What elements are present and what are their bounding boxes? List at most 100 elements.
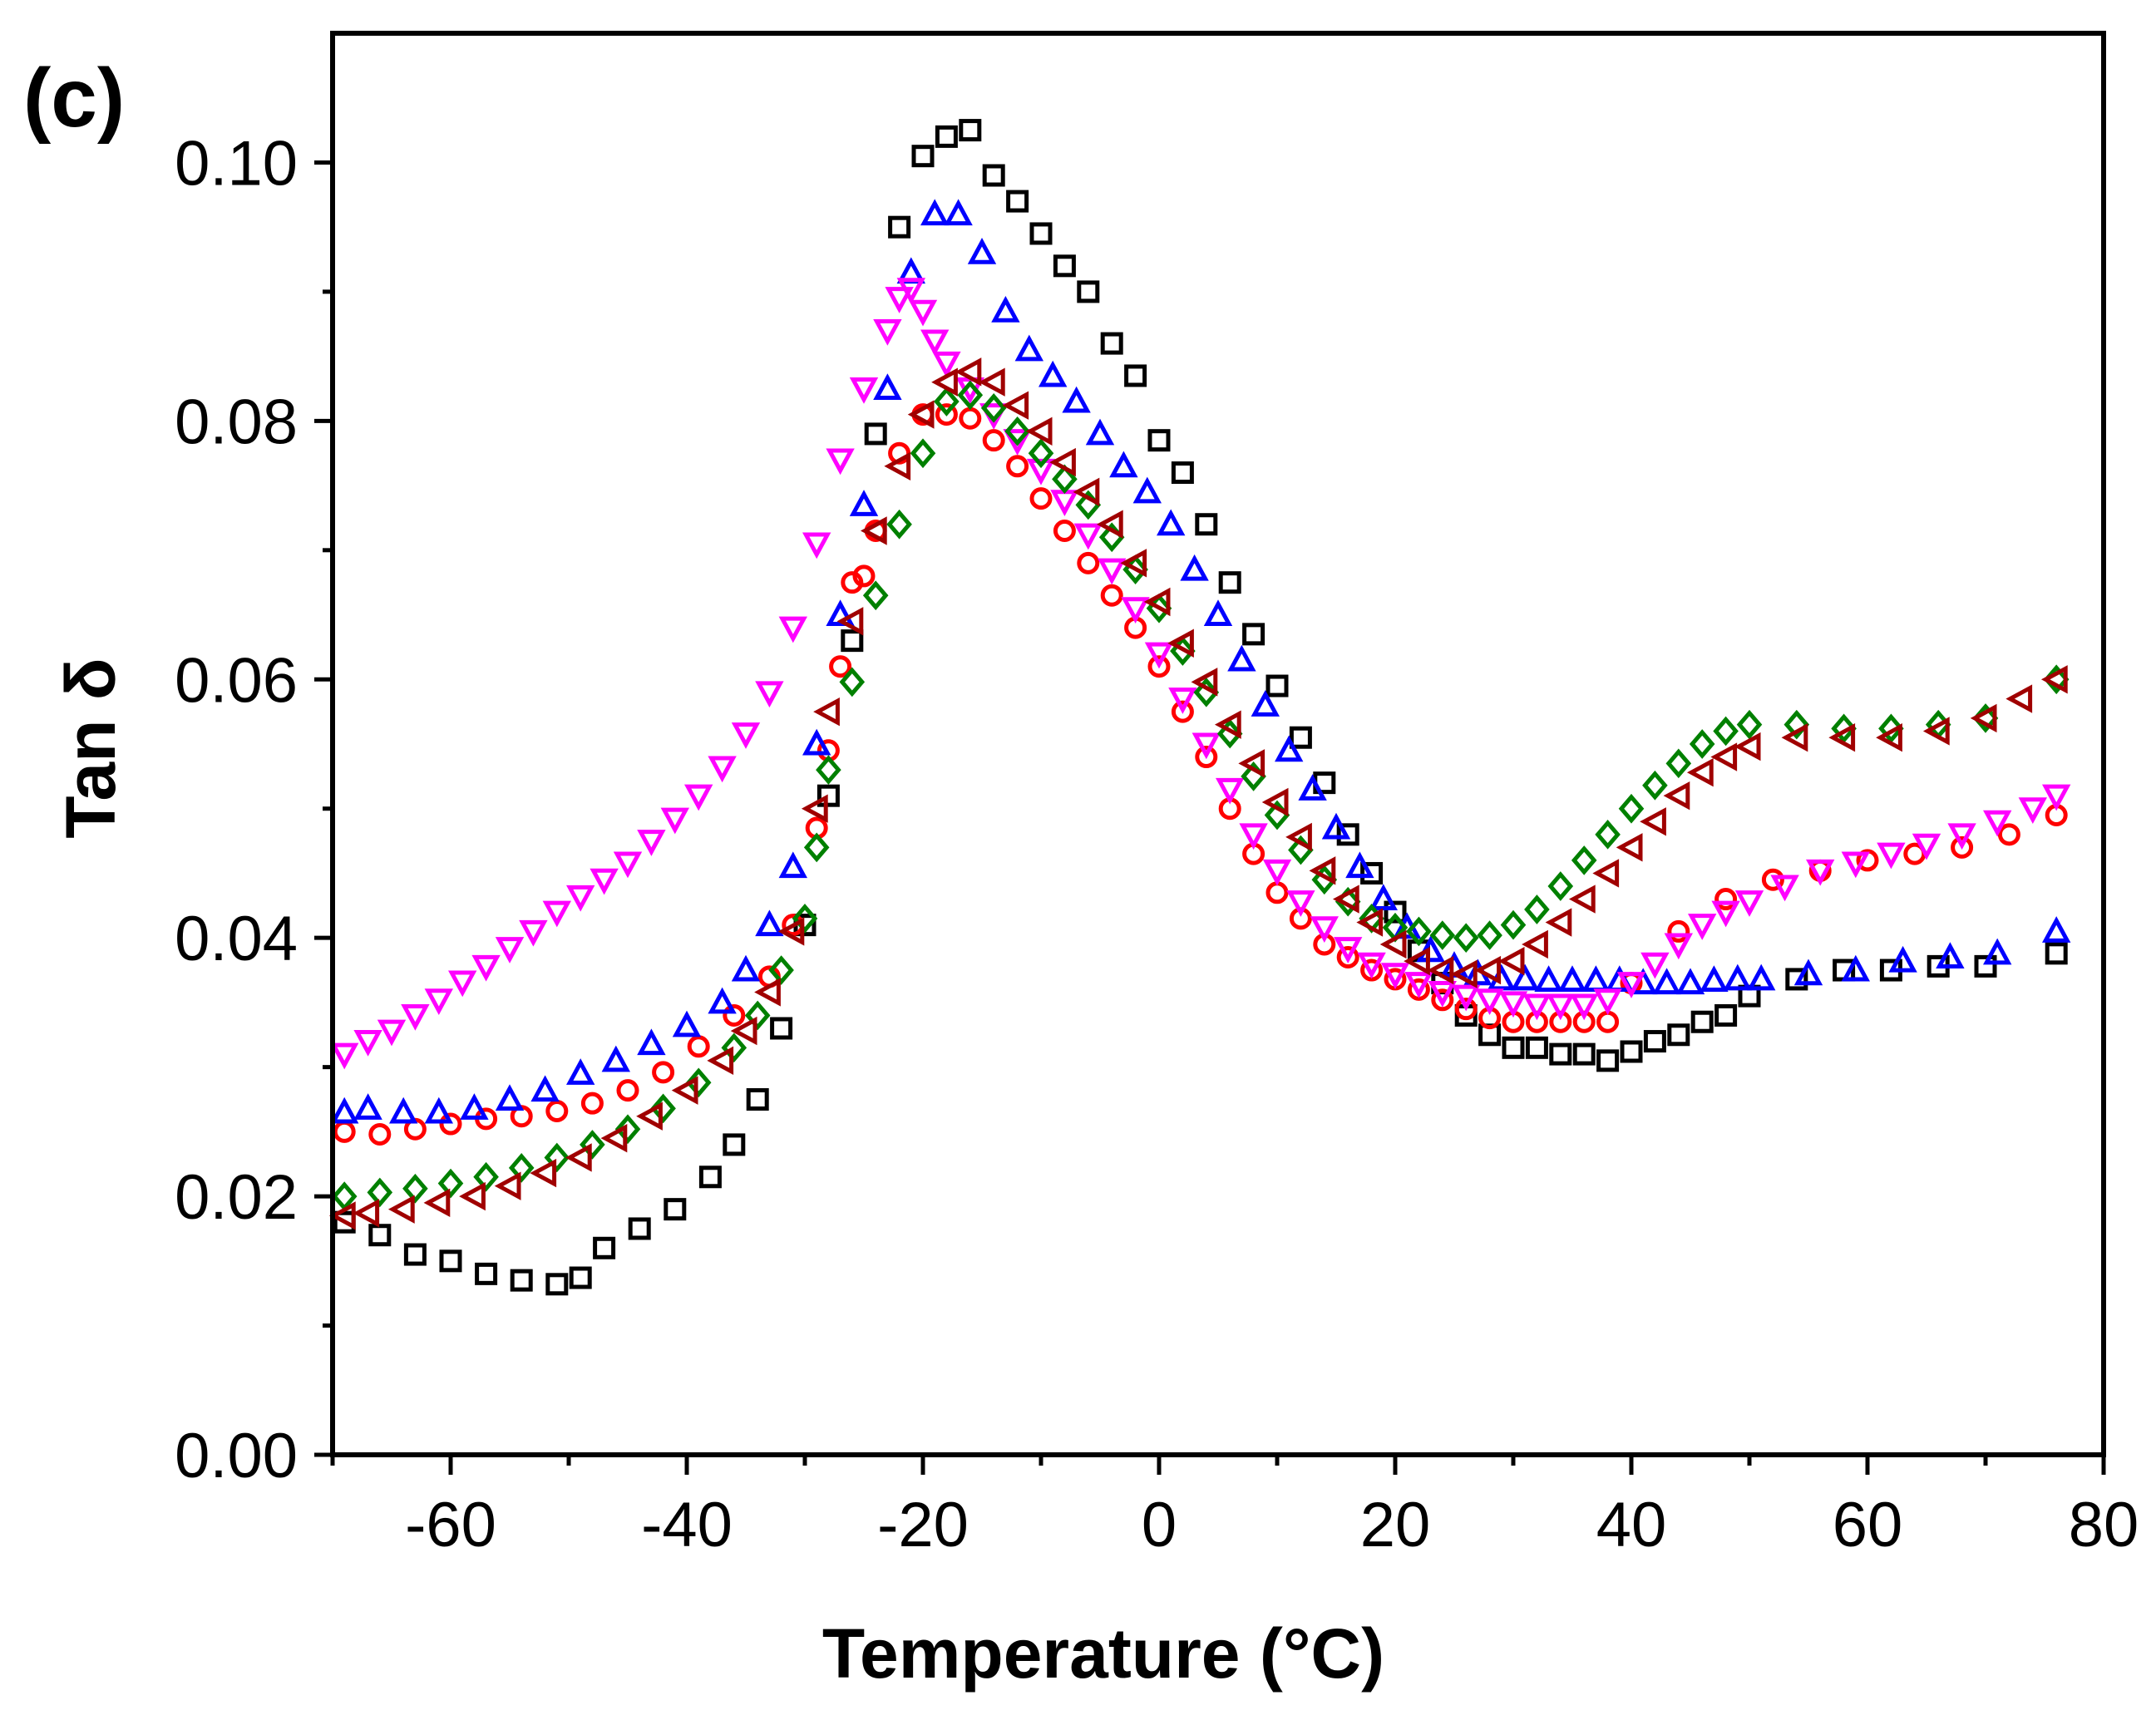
data-point [1384,900,1407,924]
data-point [1761,868,1784,891]
data-point [1262,859,1292,886]
y-tick-label: 0.06 [175,645,298,716]
data-point [1404,972,1433,998]
data-point [944,199,973,226]
data-point [1700,965,1729,992]
data-point [368,1122,392,1146]
data-point [1620,1040,1643,1063]
y-axis-tick-labels: 0.00 0.02 0.04 0.06 0.08 0.10 [175,128,298,1491]
data-point [873,319,902,346]
data-point [755,909,784,937]
data-point [1689,729,1715,759]
data-point [1511,963,1540,991]
x-tick-label: 60 [1833,1490,1903,1560]
data-point [1029,222,1053,245]
data-point [544,1142,570,1173]
y-tick-label: 0.04 [175,904,298,974]
data-point [1214,710,1241,739]
data-point [1216,718,1243,749]
data-point [1168,687,1197,714]
data-point [1143,587,1171,617]
data-point [1002,391,1029,420]
data-point [1014,334,1043,362]
data-point [896,278,925,305]
data-point [637,830,666,856]
data-point [959,119,982,142]
data-point [860,516,887,545]
data-point [730,1016,757,1046]
data-point [920,329,950,357]
data-point [931,367,958,397]
data-point [1332,885,1359,914]
data-point [637,1028,666,1056]
series-magenta-triangles [330,278,2071,1070]
data-point [1856,849,1879,872]
data-point [723,1133,746,1156]
data-point [816,755,841,785]
data-point [1841,851,1870,879]
data-point [530,1158,557,1188]
data-point [829,655,852,678]
data-point [721,1032,747,1063]
data-point [1793,959,1823,986]
data-point [886,509,912,540]
data-point [377,1019,407,1047]
data-point [1453,923,1479,954]
data-point [1171,461,1194,485]
data-point [1096,510,1123,539]
data-point [1171,700,1194,723]
data-point [1500,909,1527,940]
data-point [368,1224,392,1247]
data-point [1427,955,1454,985]
data-point [1216,777,1245,805]
data-point [932,351,961,378]
data-point [353,1093,382,1120]
x-axis-tick-labels: -60 -40 -20 0 20 40 60 80 [405,1490,2139,1560]
data-point [826,448,855,476]
data-point [935,125,958,148]
data-point [519,919,548,947]
series-black-squares [333,119,2068,1296]
data-point [508,1153,535,1183]
data-point [1497,946,1525,976]
data-point [1618,793,1645,824]
data-point [1974,954,1997,978]
data-point [652,1061,675,1084]
data-point [957,380,984,411]
data-point [1912,833,1941,860]
data-point [1686,758,1714,787]
data-point [1077,280,1100,303]
data-point [1570,993,1599,1021]
data-point [328,1201,356,1230]
data-point [448,970,477,998]
data-point [1781,723,1808,752]
data-point [1947,823,1976,850]
data-point [330,1097,359,1124]
data-point [1688,914,1717,940]
data-point [1218,571,1241,594]
data-point [978,367,1005,397]
data-point [687,1035,710,1058]
plot-area-frame [330,31,2106,1457]
data-point [1050,490,1079,516]
data-point [1311,865,1338,895]
data-point [1784,709,1810,740]
data-point [1026,458,1056,485]
data-point [1098,558,1127,585]
data-point [1549,1042,1572,1066]
data-point [475,1262,498,1285]
data-point [888,215,911,239]
data-point [439,1112,462,1136]
data-point [565,1143,592,1172]
data-point [1428,980,1457,1008]
data-point [1572,1042,1596,1066]
data-point [1736,709,1763,740]
data-point [1734,890,1764,917]
data-point [778,851,807,879]
data-point [636,1101,663,1131]
data-point [1157,509,1186,536]
data-point [660,807,689,835]
data-point [813,697,840,727]
data-point [424,1097,453,1124]
data-point [460,1093,489,1120]
